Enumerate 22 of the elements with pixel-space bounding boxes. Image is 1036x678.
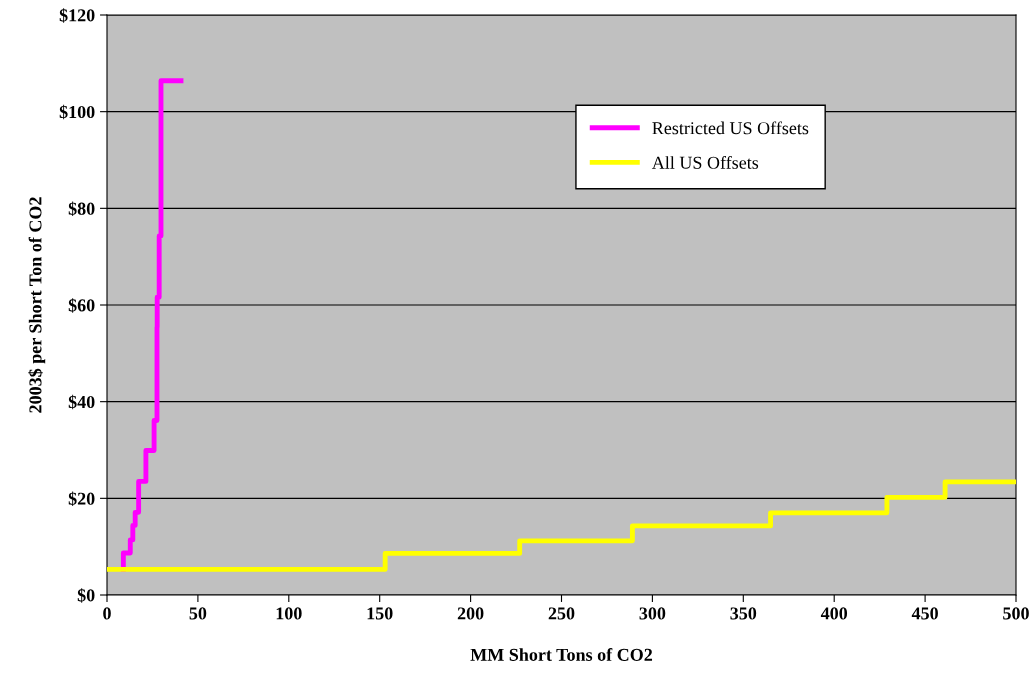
- x-tick-label: 450: [911, 607, 938, 620]
- x-tick-label: 0: [103, 607, 111, 620]
- y-tick-label: $40: [68, 394, 95, 410]
- legend-label: Restricted US Offsets: [652, 121, 809, 135]
- y-tick-label: $100: [59, 104, 95, 120]
- x-tick-label: 400: [820, 607, 848, 620]
- y-tick-label: $0: [77, 588, 95, 603]
- x-tick-label: 200: [457, 607, 484, 620]
- legend-label: All US Offsets: [651, 155, 759, 169]
- y-tick-label: $80: [68, 201, 95, 216]
- x-tick-label: 150: [367, 607, 393, 620]
- x-axis-title: MM Short Tons of CO2: [470, 648, 653, 661]
- x-tick-label: 500: [1003, 607, 1029, 620]
- y-tick-label: $120: [59, 8, 95, 23]
- x-tick-label: 350: [730, 607, 757, 620]
- x-tick-label: 100: [276, 607, 302, 620]
- y-tick-label: $60: [68, 298, 95, 313]
- x-tick-label: 250: [548, 607, 575, 620]
- y-tick-label: $20: [68, 491, 95, 506]
- x-tick-label: 300: [639, 607, 666, 620]
- y-axis-title: 2003$ per Short Ton of CO2: [28, 197, 46, 413]
- x-tick-label: 50: [189, 607, 207, 620]
